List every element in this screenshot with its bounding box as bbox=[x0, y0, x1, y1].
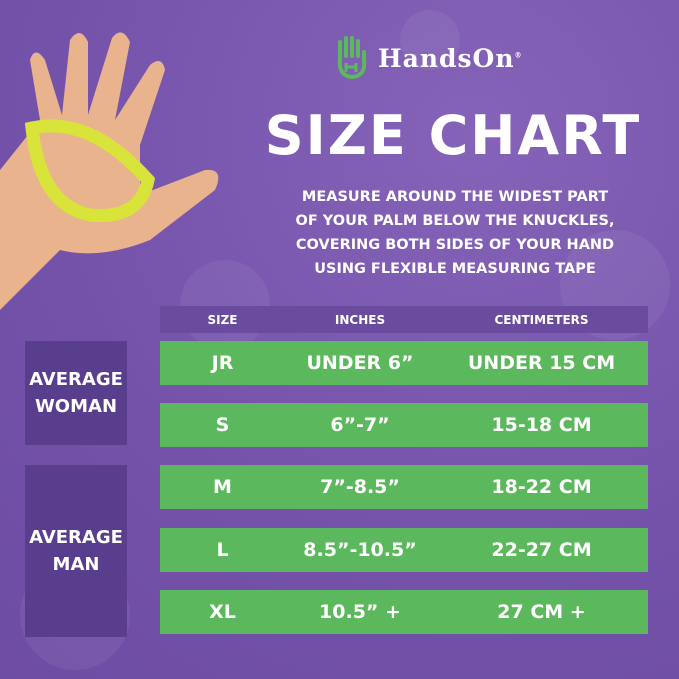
size-cell: M bbox=[213, 476, 232, 498]
cm-cell: 22-27 CM bbox=[491, 539, 592, 561]
size-cell: XL bbox=[209, 601, 236, 623]
group-average-man: AVERAGE MAN bbox=[25, 465, 127, 637]
table-row: S 6”-7” 15-18 CM bbox=[160, 403, 648, 447]
group-average-woman: AVERAGE WOMAN bbox=[25, 341, 127, 445]
inches-cell: UNDER 6” bbox=[306, 352, 414, 374]
brand-name: HandsOn® bbox=[378, 43, 523, 73]
table-row: JR UNDER 6” UNDER 15 CM bbox=[160, 341, 648, 385]
hand-with-measuring-tape-image bbox=[0, 32, 219, 310]
inches-cell: 8.5”-10.5” bbox=[303, 539, 417, 561]
header-inches: INCHES bbox=[334, 312, 386, 327]
instruction-line: MEASURE AROUND THE WIDEST PART bbox=[301, 189, 609, 205]
header-size: SIZE bbox=[207, 312, 238, 327]
inches-cell: 6”-7” bbox=[330, 414, 390, 436]
cm-cell: 15-18 CM bbox=[491, 414, 592, 436]
page-title: SIZE CHART bbox=[264, 104, 642, 167]
bubble-decoration bbox=[400, 10, 460, 70]
table-header: SIZE INCHES CENTIMETERS bbox=[160, 306, 648, 333]
brand-logo: HandsOn® bbox=[336, 36, 523, 80]
size-cell: L bbox=[216, 539, 229, 561]
instruction-line: USING FLEXIBLE MEASURING TAPE bbox=[314, 261, 596, 277]
instruction-line: OF YOUR PALM BELOW THE KNUCKLES, bbox=[295, 213, 615, 229]
inches-cell: 10.5” + bbox=[319, 601, 401, 623]
cm-cell: 18-22 CM bbox=[491, 476, 592, 498]
table-row: M 7”-8.5” 18-22 CM bbox=[160, 465, 648, 509]
table-row: L 8.5”-10.5” 22-27 CM bbox=[160, 528, 648, 572]
cm-cell: UNDER 15 CM bbox=[467, 352, 616, 374]
size-cell: JR bbox=[211, 352, 234, 374]
measuring-instructions: MEASURE AROUND THE WIDEST PART OF YOUR P… bbox=[250, 185, 660, 281]
table-row: XL 10.5” + 27 CM + bbox=[160, 590, 648, 634]
header-centimeters: CENTIMETERS bbox=[494, 312, 589, 327]
instruction-line: COVERING BOTH SIDES OF YOUR HAND bbox=[295, 237, 615, 253]
inches-cell: 7”-8.5” bbox=[320, 476, 400, 498]
bubble-decoration bbox=[180, 260, 270, 350]
cm-cell: 27 CM + bbox=[497, 601, 586, 623]
size-cell: S bbox=[215, 414, 230, 436]
hand-logo-icon bbox=[337, 36, 367, 80]
